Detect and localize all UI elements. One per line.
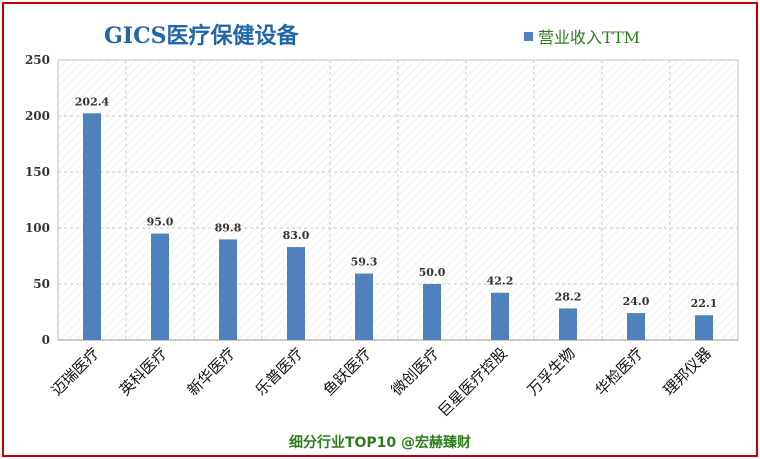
x-tick-label: 乐普医疗	[252, 344, 307, 399]
x-tick-label: 微创医疗	[388, 344, 443, 399]
x-tick-label: 万孚生物	[524, 344, 579, 399]
data-label: 42.2	[487, 275, 514, 288]
bar	[83, 113, 101, 340]
bar	[491, 292, 509, 340]
data-label: 202.4	[75, 95, 110, 108]
legend-swatch	[524, 31, 533, 41]
bar	[627, 313, 645, 340]
data-label: 95.0	[147, 216, 174, 229]
y-tick-label: 200	[25, 109, 50, 123]
bar	[287, 247, 305, 340]
chart-title: GICS医疗保健设备	[104, 23, 299, 49]
legend-label: 营业收入TTM	[538, 28, 641, 47]
y-tick-label: 150	[25, 165, 50, 179]
bar	[695, 315, 713, 340]
data-label: 83.0	[283, 229, 310, 242]
bar	[151, 233, 169, 340]
y-tick-label: 50	[33, 277, 50, 291]
y-tick-label: 100	[25, 221, 50, 235]
x-tick-label: 新华医疗	[184, 344, 239, 399]
bar	[355, 273, 373, 340]
y-tick-label: 250	[25, 53, 50, 67]
data-label: 50.0	[419, 266, 446, 279]
footer-caption: 细分行业TOP10 @宏赫臻财	[288, 435, 472, 451]
x-tick-label: 巨星医疗控股	[434, 344, 510, 420]
bar	[423, 284, 441, 340]
x-tick-label: 华检医疗	[592, 344, 647, 399]
bar	[559, 308, 577, 340]
y-tick-label: 0	[42, 333, 50, 347]
data-label: 24.0	[623, 295, 650, 308]
x-tick-label: 英科医疗	[116, 344, 171, 399]
data-label: 89.8	[215, 221, 242, 234]
bar	[219, 239, 237, 340]
x-tick-label: 迈瑞医疗	[48, 344, 103, 399]
x-tick-label: 鱼跃医疗	[320, 344, 375, 399]
legend: 营业收入TTM	[524, 24, 640, 48]
x-tick-label: 理邦仪器	[660, 344, 715, 399]
data-label: 28.2	[555, 290, 582, 303]
data-label: 22.1	[691, 297, 718, 310]
data-label: 59.3	[351, 256, 378, 269]
